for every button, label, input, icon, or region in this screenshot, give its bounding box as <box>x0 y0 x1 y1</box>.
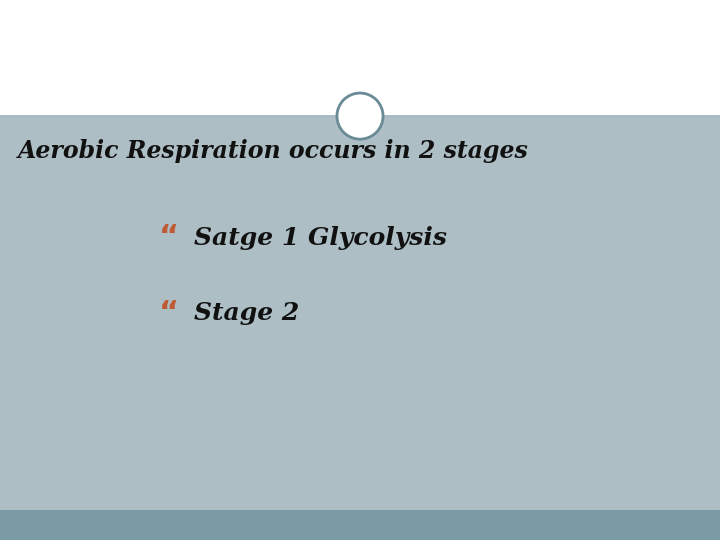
Ellipse shape <box>337 93 383 139</box>
Text: Aerobic Respiration occurs in 2 stages: Aerobic Respiration occurs in 2 stages <box>18 139 528 163</box>
FancyBboxPatch shape <box>0 510 720 540</box>
Text: “: “ <box>158 223 179 252</box>
Text: “: “ <box>158 299 179 328</box>
FancyBboxPatch shape <box>0 116 720 510</box>
Text: Stage 2: Stage 2 <box>194 301 300 325</box>
Text: Satge 1 Glycolysis: Satge 1 Glycolysis <box>194 226 447 249</box>
